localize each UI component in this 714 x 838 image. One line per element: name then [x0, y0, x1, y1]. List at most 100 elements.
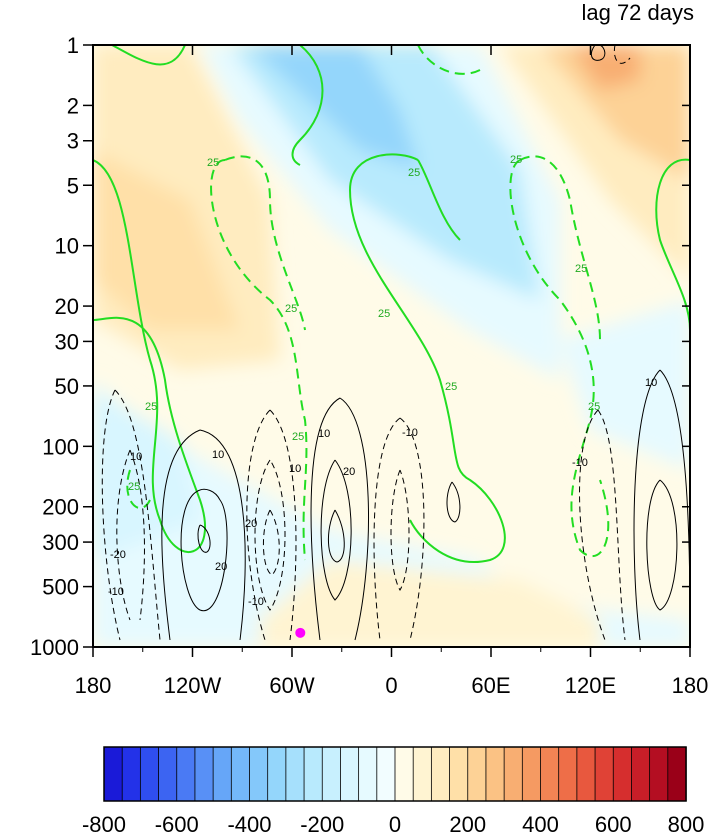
colorbar-swatch: [376, 746, 396, 802]
green-contour-solid-right: [655, 158, 690, 331]
green-contour-solid-left: [93, 159, 206, 553]
colorbar-swatch: [485, 746, 505, 802]
green-contour-dashed-top-right: [417, 45, 481, 75]
black-contour-dashed-5: [254, 459, 286, 611]
green-contour-solid-b-top: [417, 159, 461, 241]
location-marker: [295, 627, 306, 638]
colorbar-swatch: [667, 746, 687, 802]
y-tick-label: 2: [67, 93, 79, 118]
colorbar-swatch: [285, 746, 305, 802]
y-tick-label: 30: [55, 329, 79, 354]
contour-label-green-11: 25: [128, 481, 140, 493]
contour-label-green-5: 25: [378, 308, 390, 320]
green-contour-dashed-c: [509, 159, 610, 557]
contour-label-black-2: 10: [212, 449, 224, 461]
y-tick-label: 200: [42, 495, 79, 520]
colorbar-swatch: [121, 746, 142, 802]
green-contour-dashed-a: [210, 159, 308, 561]
colorbar-swatch: [303, 746, 323, 802]
colorbar-tick-label: 800: [668, 812, 705, 837]
black-contour-solid-4: [310, 397, 369, 641]
contour-label-green-1: 25: [207, 157, 219, 169]
colorbar-swatch: [267, 746, 287, 802]
black-contour-dashed-1: [101, 389, 121, 641]
negative-band-right: [560, 300, 690, 470]
colorbar-swatch: [449, 746, 469, 802]
y-tick-label: 1: [67, 33, 79, 58]
contour-label-black-9: 20: [343, 466, 355, 478]
colorbar-tick-label: -400: [227, 812, 271, 837]
y-tick-label: 20: [55, 294, 79, 319]
colorbar-swatch: [612, 746, 633, 802]
colorbar-swatch: [631, 746, 651, 802]
black-contour-dashed-4: [246, 409, 297, 641]
green-contour-solid-top-left: [111, 45, 186, 66]
contour-label-black-13: -10: [248, 596, 264, 608]
colorbar-swatch: [139, 746, 160, 802]
black-contour-solid-3: [197, 524, 211, 553]
negative-band-upper-core: [230, 45, 540, 300]
colorbar-swatch: [230, 746, 251, 802]
colorbar-swatch: [249, 746, 269, 802]
black-contour-solid-1: [161, 429, 246, 641]
contour-label-black-5: -10: [572, 457, 588, 469]
y-tick-label: 10: [55, 234, 79, 259]
colorbar-swatch: [194, 746, 214, 802]
negative-band-lower: [93, 380, 690, 647]
contour-label-black-11: -20: [110, 549, 126, 561]
green-contour-solid-mid: [291, 45, 324, 166]
colorbar-swatch: [540, 746, 560, 802]
y-tick-label: 5: [67, 173, 79, 198]
contour-label-green-3: 25: [510, 154, 522, 166]
colorbar-swatch: [394, 746, 414, 802]
colorbar-swatch: [467, 746, 487, 802]
colorbar-swatch: [212, 746, 233, 802]
green-contour-dashed-a-top: [224, 155, 306, 331]
x-tick-label: 120W: [164, 673, 222, 698]
positive-band-right-peak: [570, 45, 640, 90]
colorbar-tick-label: 600: [595, 812, 632, 837]
black-contour-dashed-3: [116, 449, 145, 621]
x-tick-label: 180: [672, 673, 709, 698]
y-tick-label: 100: [42, 434, 79, 459]
contour-label-green-4: 25: [285, 303, 297, 315]
contour-label-black-12: -10: [108, 586, 124, 598]
contour-label-green-6: 25: [575, 263, 587, 275]
colorbar-swatch: [649, 746, 669, 802]
black-contour-solid-5: [320, 459, 352, 601]
colorbar-swatch: [521, 746, 542, 802]
colorbar-swatch: [576, 746, 596, 802]
contour-label-black-6: 10: [645, 377, 657, 389]
black-contour-dashed-8: [390, 469, 410, 591]
colorbar-tick-label: -600: [155, 812, 199, 837]
negative-band-left: [93, 390, 200, 560]
x-tick-label: 120E: [565, 673, 616, 698]
y-tick-label: 3: [67, 129, 79, 154]
black-contour-solid-7: [446, 481, 461, 523]
height-anomaly-shading: [93, 45, 690, 647]
contour-label-black-4: -10: [402, 427, 418, 439]
chart-title: lag 72 days: [581, 0, 694, 25]
colorbar-tick-label: 400: [522, 812, 559, 837]
black-contour-dashed-top-right: [613, 45, 631, 64]
colorbar-swatch: [103, 746, 123, 802]
black-contour-solid-9: [646, 479, 678, 611]
contour-label-black-3: 10: [318, 428, 330, 440]
black-contour-solid-6: [328, 509, 345, 563]
colorbar-swatch: [176, 746, 196, 802]
black-contour-solid-top-right: [590, 45, 606, 61]
y-axis: 1 2 3 5 10 20 30 50 100 200 300 500 1000: [30, 33, 690, 660]
green-contour-dashed-c-top: [519, 155, 601, 341]
positive-band-right-core: [540, 45, 690, 180]
colorbar-tick-label: -800: [82, 812, 126, 837]
black-contour-solid-2: [180, 488, 228, 611]
contour-label-green-8: 25: [445, 381, 457, 393]
black-contour-dashed-9: [579, 409, 626, 641]
colorbar-swatch: [158, 746, 178, 802]
colorbar-tick-label: -200: [300, 812, 344, 837]
y-tick-label: 1000: [30, 635, 79, 660]
contour-label-green-7: 25: [145, 401, 157, 413]
contour-label-green-10: 25: [588, 401, 600, 413]
contour-label-green-2: 25: [408, 167, 420, 179]
